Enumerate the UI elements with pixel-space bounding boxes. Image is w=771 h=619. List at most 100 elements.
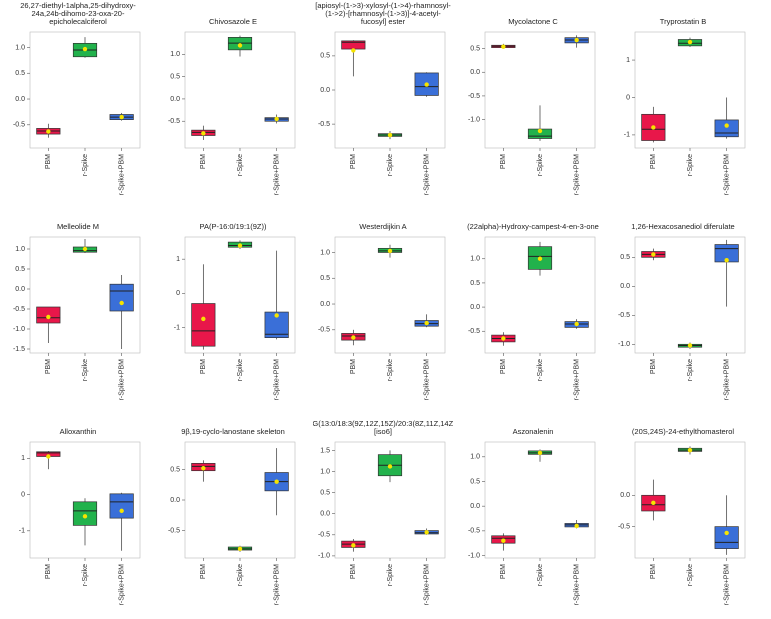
y-tick-label: 1 [21,455,25,462]
mean-point [46,454,51,459]
mean-point [201,316,206,322]
y-tick-label: 1 [626,57,630,64]
mean-point [237,243,243,248]
chart-title-text: Mycolactone C [508,17,558,26]
chart-panel: TG(13:0/18:3(9Z,12Z,15Z)/20:3(8Z,11Z,14Z… [305,410,455,615]
chart: -0.5 0.0 0.5 1.0 PBM r-Spike r-Spike+PBM [168,31,296,196]
chart: -1 0 1 PBM r-Spike r-Spike+PBM [174,236,296,401]
mean-point [82,46,88,52]
y-tick-label: 1.5 [320,447,330,454]
chart-panel: 26,27-diethyl-1alpha,25-dihydroxy-24a,24… [0,0,150,205]
mean-point [574,523,579,529]
x-tick-label: r-Spike+PBM [119,564,126,606]
y-tick-label: 0.0 [470,69,480,76]
y-tick-label: 0.5 [15,266,25,273]
chart-title: Alloxanthin [8,412,148,436]
y-tick-label: -1.0 [13,326,25,333]
mean-point [424,530,429,535]
x-tick-label: r-Spike [237,359,244,381]
x-tick-label: r-Spike [82,359,89,381]
mean-point [537,128,543,134]
mean-point [387,132,393,138]
mean-point [119,114,124,120]
x-tick-label: r-Spike+PBM [274,359,281,401]
mean-point [501,538,506,543]
chart-title-text: Melleolide M [56,222,100,231]
y-tick-label: -1 [174,324,180,331]
y-tick-label: -1.0 [318,553,330,560]
box [72,501,98,526]
x-tick-label: PBM [350,564,357,579]
chart-title-text: 26,27-diethyl-1alpha,25-dihydroxy-24a,24… [20,2,136,26]
mean-point [424,82,429,87]
x-tick-label: PBM [500,359,507,374]
x-tick-label: PBM [200,154,207,169]
mean-point [724,123,729,128]
y-tick-label: -0.5 [618,312,630,319]
plot-frame [184,441,296,559]
x-tick-label: PBM [45,564,52,579]
chart-panel: Aszonalenin -1.0 -0.5 0.0 0.5 1.0 PBM r-Spike r-… [455,410,605,615]
x-tick-label: r-Spike [687,154,694,176]
x-tick-label: PBM [650,154,657,169]
chart-panel: PA(P-16:0/19:1(9Z)) -1 0 1 PBM r-Spike r-Spike… [155,205,305,410]
y-tick-label: 1.0 [470,256,480,263]
x-tick-label: PBM [500,564,507,579]
chart: -1.0 -0.5 0.0 0.5 1.0 PBM r-Spike r-Spike+PBM [468,441,596,605]
chart-title: TG(13:0/18:3(9Z,12Z,15Z)/20:3(8Z,11Z,14Z… [313,412,453,436]
x-tick-label: r-Spike+PBM [424,359,431,401]
chart-title: PA(P-16:0/19:1(9Z)) [163,207,303,231]
chart-panel: Westerdijkin A -0.5 0.0 0.5 1.0 PBM r-Spike r-S… [305,205,455,410]
y-tick-label: -1 [19,528,25,535]
y-tick-label: 0.0 [320,301,330,308]
chart-title-text: 1,26-Hexacosanediol diferulate [631,222,735,231]
x-tick-label: PBM [45,154,52,169]
x-tick-label: PBM [650,564,657,579]
chart-title-text: (20S,24S)-24-ethylthomasterol [631,427,735,436]
x-tick-label: r-Spike+PBM [424,564,431,606]
mean-point [82,514,88,519]
mean-point [537,256,543,261]
y-tick-label: -0.5 [13,306,25,313]
chart: -1.0 -0.5 0.0 0.5 PBM r-Spike r-Spike+PBM [618,236,746,400]
mean-point [687,39,693,45]
chart-panel: Quillaic acid 3-[galactosyl-(1->2)-[rham… [305,0,455,205]
y-tick-label: 0.0 [470,503,480,510]
x-tick-label: r-Spike [387,154,394,176]
y-tick-label: -0.5 [468,93,480,100]
box [714,526,739,549]
x-tick-label: r-Spike+PBM [274,154,281,196]
y-tick-label: 1.0 [470,454,480,461]
x-tick-label: r-Spike [387,359,394,381]
y-tick-label: -0.5 [13,122,25,129]
y-tick-label: 0.5 [470,478,480,485]
y-tick-label: 0 [176,290,180,297]
box [191,303,216,347]
chart: -0.5 0.0 PBM r-Spike r-Spike+PBM [618,441,746,605]
x-tick-label: r-Spike+PBM [119,359,126,401]
y-tick-label: -1.0 [468,552,480,559]
mean-point [651,125,656,130]
y-tick-label: 1.0 [15,44,25,51]
y-tick-label: -1.5 [13,346,25,353]
x-tick-label: r-Spike [537,564,544,586]
x-tick-label: r-Spike [537,359,544,381]
chart: -0.5 0.0 0.5 1.0 PBM r-Spike r-Spike+PBM [13,31,141,196]
chart-panel: Mycolactone C -1.0 -0.5 0.0 0.5 PBM r-Spike r-S… [455,0,605,205]
x-tick-label: r-Spike+PBM [574,359,581,401]
chart-title-text: Aszonalenin [512,427,554,436]
chart-title: Chivosazole E [163,2,303,26]
x-tick-label: r-Spike [237,564,244,586]
chart: -0.5 0.0 0.5 1.0 PBM r-Spike r-Spike+PBM [318,236,446,401]
x-tick-label: PBM [200,564,207,579]
mean-point [651,500,656,506]
x-tick-label: r-Spike [82,154,89,176]
y-tick-label: 0.5 [620,254,630,261]
chart-title-text: (22alpha)-Hydroxy-campest-4-en-3-one [467,222,599,231]
chart-panel: 9β,19-cyclo-lanostane skeleton -0.5 0.0 0.5… [155,410,305,615]
x-tick-label: r-Spike+PBM [119,154,126,196]
x-tick-label: r-Spike [687,359,694,381]
y-tick-label: -0.5 [168,527,180,534]
y-tick-label: 1.0 [170,51,180,58]
y-tick-label: -1.0 [468,116,480,123]
